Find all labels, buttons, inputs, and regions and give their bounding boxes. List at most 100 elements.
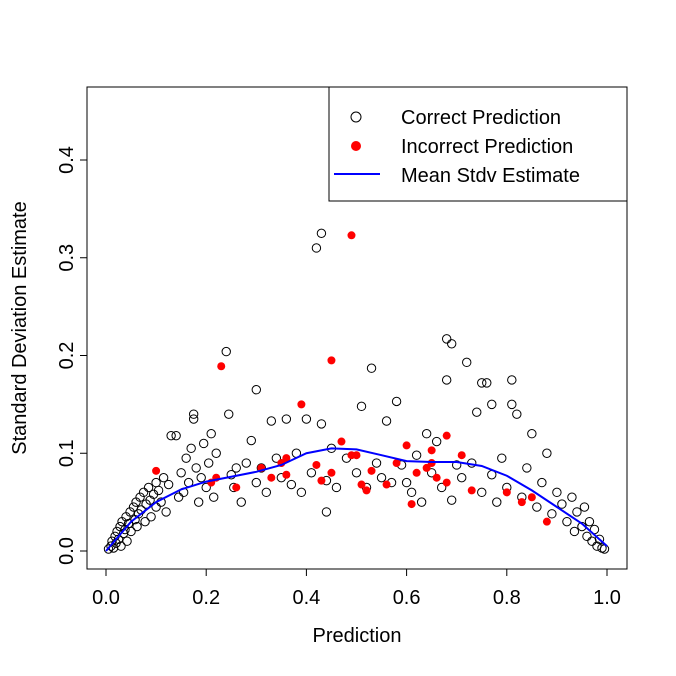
correct-point — [547, 509, 557, 519]
correct-point — [376, 472, 387, 483]
correct-point — [132, 521, 142, 532]
correct-point — [171, 430, 181, 441]
correct-point — [567, 492, 577, 502]
correct-point — [426, 468, 437, 478]
correct-point — [594, 534, 605, 544]
correct-point — [522, 463, 532, 473]
correct-point — [204, 458, 214, 468]
x-tick-label: 0.8 — [493, 587, 521, 609]
incorrect-point — [502, 488, 511, 497]
correct-point — [206, 429, 216, 439]
correct-point — [321, 507, 332, 517]
incorrect-point — [367, 466, 376, 475]
correct-point — [331, 482, 342, 493]
correct-point — [181, 453, 191, 463]
correct-point — [436, 482, 447, 493]
correct-point — [140, 516, 150, 527]
correct-point — [507, 375, 517, 385]
correct-point — [126, 526, 136, 537]
correct-point — [176, 468, 186, 478]
correct-point — [261, 487, 272, 498]
incorrect-point — [297, 400, 306, 409]
incorrect-point — [392, 459, 401, 468]
correct-point — [351, 468, 362, 478]
mean-stdv-line — [105, 447, 608, 552]
correct-point — [411, 450, 422, 460]
correct-point — [173, 492, 184, 502]
correct-point — [366, 363, 377, 373]
correct-point — [193, 497, 204, 507]
correct-point — [186, 443, 196, 454]
incorrect-point — [282, 470, 291, 479]
correct-point — [431, 436, 442, 447]
correct-point — [406, 487, 417, 498]
correct-point — [512, 409, 522, 419]
correct-point — [482, 378, 492, 388]
incorrect-point — [527, 493, 536, 502]
correct-point — [371, 458, 382, 468]
incorrect-point — [362, 486, 371, 495]
correct-point — [497, 453, 507, 463]
incorrect-point — [382, 480, 391, 489]
correct-point — [135, 492, 145, 502]
incorrect-point — [457, 451, 466, 460]
correct-point — [103, 544, 114, 554]
correct-point — [251, 385, 261, 395]
y-axis-label: Standard Deviation Estimate — [9, 201, 31, 454]
correct-point — [462, 357, 472, 368]
incorrect-point — [517, 498, 526, 507]
incorrect-point — [422, 463, 431, 472]
correct-point — [246, 435, 256, 446]
correct-point — [209, 492, 219, 502]
correct-point — [286, 479, 297, 490]
correct-point — [421, 429, 432, 439]
correct-point — [487, 399, 497, 410]
correct-point — [416, 497, 427, 507]
correct-point — [196, 472, 206, 483]
correct-point — [106, 541, 116, 551]
incorrect-point — [442, 478, 451, 487]
correct-point — [587, 536, 597, 546]
correct-point — [441, 375, 452, 385]
correct-point — [153, 485, 164, 496]
correct-point — [356, 401, 367, 412]
legend-mean-label: Mean Stdv Estimate — [401, 165, 580, 187]
legend-correct-marker — [350, 111, 362, 123]
legend-box — [328, 86, 628, 202]
correct-point — [446, 495, 457, 505]
incorrect-point — [327, 356, 336, 365]
x-tick-label: 0.0 — [92, 587, 120, 609]
x-axis-label: Prediction — [313, 625, 402, 647]
y-tick-label: 0.0 — [56, 537, 78, 565]
incorrect-point — [467, 486, 476, 495]
incorrect-point — [542, 517, 551, 526]
incorrect-point — [282, 454, 291, 463]
correct-point — [188, 409, 199, 419]
correct-point — [527, 429, 537, 439]
correct-point — [224, 409, 234, 419]
y-axis: 0.0 0.1 0.2 0.3 0.4 — [56, 146, 88, 565]
correct-point — [492, 497, 502, 507]
incorrect-point — [402, 441, 411, 450]
correct-point — [301, 414, 312, 424]
correct-point — [452, 460, 462, 470]
incorrect-point — [327, 468, 336, 477]
correct-point — [557, 499, 567, 509]
incorrect-point — [407, 500, 416, 509]
correct-point — [457, 472, 467, 483]
incorrect-point — [352, 451, 361, 460]
correct-point — [579, 502, 590, 512]
correct-point — [316, 228, 327, 239]
correct-point — [188, 414, 199, 424]
correct-point — [256, 463, 267, 473]
correct-point — [226, 470, 236, 480]
correct-point — [151, 477, 161, 488]
correct-point — [562, 516, 572, 527]
correct-point — [552, 487, 562, 498]
correct-point — [446, 339, 457, 349]
incorrect-point — [337, 437, 346, 446]
correct-point — [296, 487, 307, 498]
legend-correct-label: Correct Prediction — [401, 107, 561, 129]
